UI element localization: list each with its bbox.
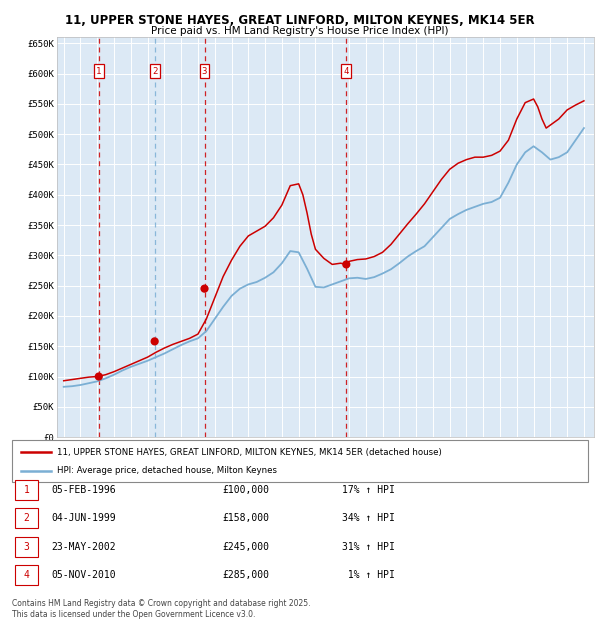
Text: 1: 1 bbox=[96, 67, 101, 76]
Text: £245,000: £245,000 bbox=[222, 542, 269, 552]
Text: Contains HM Land Registry data © Crown copyright and database right 2025.
This d: Contains HM Land Registry data © Crown c… bbox=[12, 600, 311, 619]
Text: 05-NOV-2010: 05-NOV-2010 bbox=[51, 570, 116, 580]
Text: Price paid vs. HM Land Registry's House Price Index (HPI): Price paid vs. HM Land Registry's House … bbox=[151, 26, 449, 36]
Text: 3: 3 bbox=[23, 542, 29, 552]
Text: 4: 4 bbox=[23, 570, 29, 580]
Point bbox=[94, 371, 104, 381]
Text: 11, UPPER STONE HAYES, GREAT LINFORD, MILTON KEYNES, MK14 5ER (detached house): 11, UPPER STONE HAYES, GREAT LINFORD, MI… bbox=[57, 448, 442, 456]
Point bbox=[341, 259, 351, 269]
Text: 04-JUN-1999: 04-JUN-1999 bbox=[51, 513, 116, 523]
Text: 3: 3 bbox=[202, 67, 207, 76]
Text: 2: 2 bbox=[23, 513, 29, 523]
Text: 1% ↑ HPI: 1% ↑ HPI bbox=[342, 570, 395, 580]
Text: 11, UPPER STONE HAYES, GREAT LINFORD, MILTON KEYNES, MK14 5ER: 11, UPPER STONE HAYES, GREAT LINFORD, MI… bbox=[65, 14, 535, 27]
Text: £285,000: £285,000 bbox=[222, 570, 269, 580]
Text: 17% ↑ HPI: 17% ↑ HPI bbox=[342, 485, 395, 495]
Text: 34% ↑ HPI: 34% ↑ HPI bbox=[342, 513, 395, 523]
Text: 31% ↑ HPI: 31% ↑ HPI bbox=[342, 542, 395, 552]
Text: 05-FEB-1996: 05-FEB-1996 bbox=[51, 485, 116, 495]
Point bbox=[200, 284, 209, 294]
Text: HPI: Average price, detached house, Milton Keynes: HPI: Average price, detached house, Milt… bbox=[57, 466, 277, 475]
Text: 2: 2 bbox=[152, 67, 157, 76]
Point bbox=[150, 337, 160, 347]
Text: 23-MAY-2002: 23-MAY-2002 bbox=[51, 542, 116, 552]
Text: £100,000: £100,000 bbox=[222, 485, 269, 495]
Text: £158,000: £158,000 bbox=[222, 513, 269, 523]
Text: 1: 1 bbox=[23, 485, 29, 495]
Text: 4: 4 bbox=[344, 67, 349, 76]
